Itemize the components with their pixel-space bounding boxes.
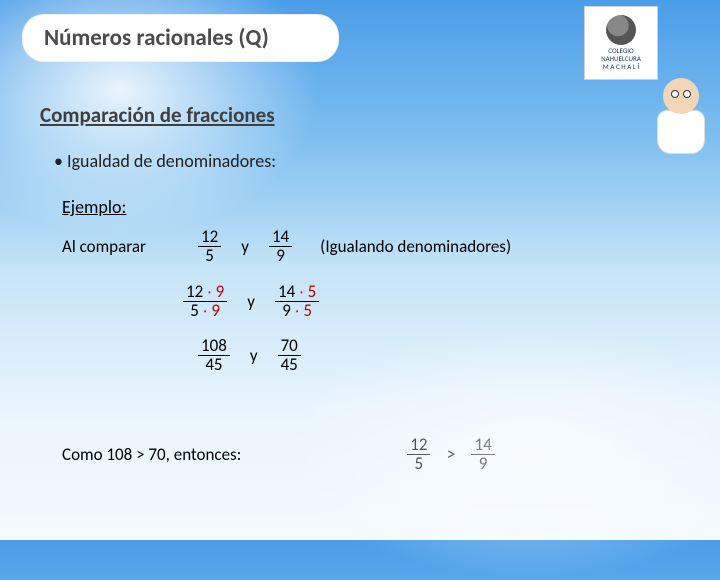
fraction-step2b: 14 ∙ 5 9 ∙ 5 [275,283,319,320]
step2b-den: 9 ∙ 5 [279,302,315,320]
step3a-den: 45 [202,356,225,374]
and-2: y [247,291,255,312]
note-equalizing: (Igualando denominadores) [320,236,511,257]
page-title: Números racionales (Q) [22,14,339,62]
bullet-equal-denominators: • Igualdad de denominadores: [54,150,276,172]
fraction-step2a: 12 ∙ 9 5 ∙ 9 [183,283,227,320]
mascot-image [646,78,716,168]
example-heading: Ejemplo: [62,196,126,218]
step2b-n1: 14 [278,281,295,302]
final-f2-den: 9 [476,455,491,473]
fraction-step3a: 108 45 [198,337,230,374]
final-f1-den: 5 [412,455,427,473]
example-body: Al comparar 12 5 y 14 9 (Igualando denom… [62,228,680,392]
row-step2: 12 ∙ 9 5 ∙ 9 y 14 ∙ 5 9 ∙ 5 [177,283,680,320]
dot-icon: ∙ [299,281,304,302]
fraction-1: 12 5 [198,228,221,265]
step2b-d2: 5 [303,300,312,321]
dot-icon: ∙ [295,300,300,321]
dot-icon: ∙ [207,281,212,302]
row-step3: 108 45 y 70 45 [192,337,680,374]
row-compare: Al comparar 12 5 y 14 9 (Igualando denom… [62,228,680,265]
and-3: y [250,345,258,366]
step2a-n2: 9 [216,281,225,302]
and-1: y [241,236,249,257]
conclusion-row: Como 108 > 70, entonces: 12 5 > 14 9 [62,436,501,473]
logo-line3: M A C H A L Í [603,63,639,71]
logo-emblem [606,15,636,45]
school-logo: COLEGIO NAHUELCURA M A C H A L Í [584,6,658,80]
step2b-n2: 5 [308,281,317,302]
dot-icon: ∙ [203,300,208,321]
fraction-2-den: 9 [273,247,288,265]
final-frac-1: 12 5 [407,436,430,473]
step3b-den: 45 [278,356,301,374]
fraction-2: 14 9 [269,228,292,265]
step2a-n1: 12 [186,281,203,302]
section-subtitle: Comparación de fracciones [40,102,275,128]
final-frac-2: 14 9 [471,436,494,473]
step2b-d1: 9 [282,300,291,321]
fraction-1-den: 5 [202,247,217,265]
fraction-step3b: 70 45 [278,337,301,374]
compare-label: Al comparar [62,236,192,257]
step2a-d1: 5 [190,300,199,321]
greater-than-icon: > [446,443,455,465]
step2a-d2: 9 [211,300,220,321]
conclusion-text: Como 108 > 70, entonces: [62,444,241,465]
step2a-den: 5 ∙ 9 [187,302,223,320]
